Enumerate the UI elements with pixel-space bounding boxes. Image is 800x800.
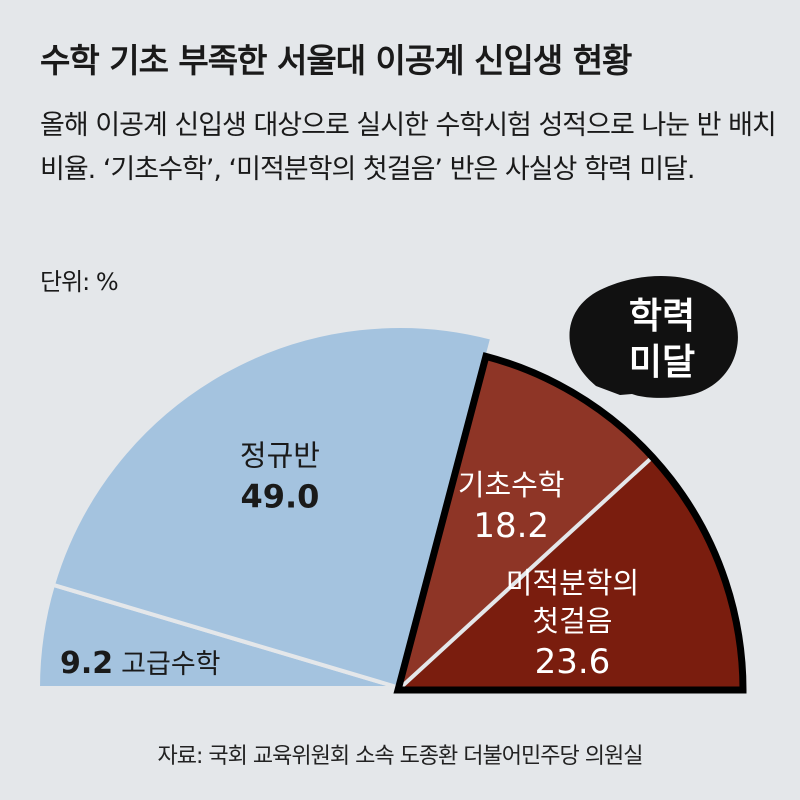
- slice-name-1: 고급수학: [121, 649, 220, 680]
- chart-subtitle: 올해 이공계 신입생 대상으로 실시한 수학시험 성적으로 나눈 반 배치 비율…: [40, 110, 777, 185]
- source-note: 자료: 국회 교육위원회 소속 도종환 더불어민주당 의원실: [157, 744, 644, 769]
- callout-text-line-2: 미달: [629, 342, 695, 383]
- pie-slice-4: [398, 457, 743, 690]
- highlight-outline: [393, 352, 747, 694]
- slice-value-1: 9.2: [60, 646, 113, 681]
- callout-bubble: [569, 276, 738, 398]
- slice-value-3: 18.2: [473, 506, 549, 546]
- slice-name-2: 정규반: [240, 438, 320, 472]
- pie-slice-3: [398, 356, 653, 690]
- pie-slice-2: [51, 324, 495, 690]
- slice-label-1: 9.2 고급수학: [60, 646, 221, 681]
- slice-value-4: 23.6: [535, 642, 611, 682]
- dark-slice-separator: [396, 455, 654, 692]
- slice-name-3: 기초수학: [458, 468, 565, 502]
- slice-value-2: 49.0: [240, 477, 319, 515]
- unit-label: 단위: %: [40, 268, 119, 296]
- callout-text-line-1: 학력: [629, 296, 695, 337]
- slice-name-4: 미적분학의: [506, 566, 639, 600]
- slice-name-4: 첫걸음: [532, 604, 612, 638]
- chart-title: 수학 기초 부족한 서울대 이공계 신입생 현황: [40, 41, 632, 80]
